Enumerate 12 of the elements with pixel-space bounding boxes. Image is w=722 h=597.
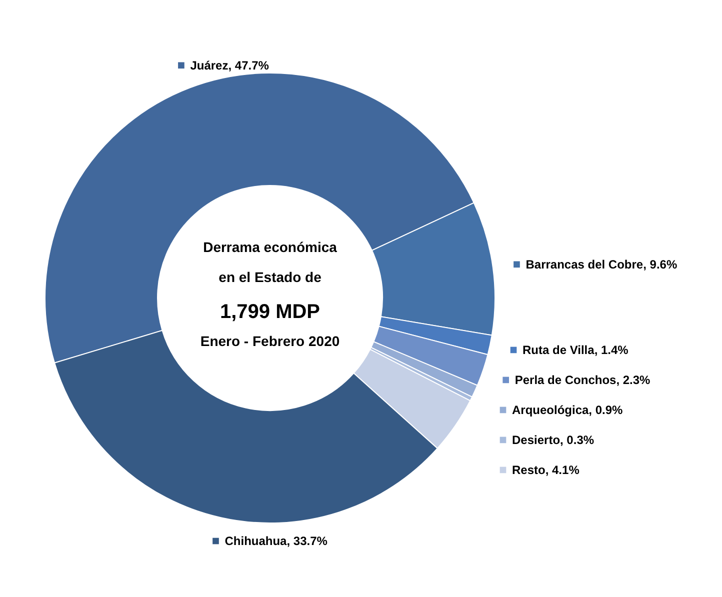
legend-label: Chihuahua, 33.7% <box>224 534 328 548</box>
text: en el Estado de <box>218 269 322 285</box>
text: 1,799 MDP <box>220 301 320 323</box>
legend-label: Perla de Conchos, 2.3% <box>514 372 651 387</box>
legend-label: Barrancas del Cobre, 9.6% <box>526 257 678 272</box>
text: Derrama económica <box>203 239 338 255</box>
legend-label: Ruta de Villa, 1.4% <box>522 342 629 357</box>
legend-label: Juárez, 47.7% <box>190 58 270 72</box>
legend-label: Desierto, 0.3% <box>512 432 594 447</box>
legend-label: Resto, 4.1% <box>512 462 580 477</box>
text: Enero - Febrero 2020 <box>200 333 340 349</box>
legend-label: Arqueológica, 0.9% <box>512 402 624 417</box>
